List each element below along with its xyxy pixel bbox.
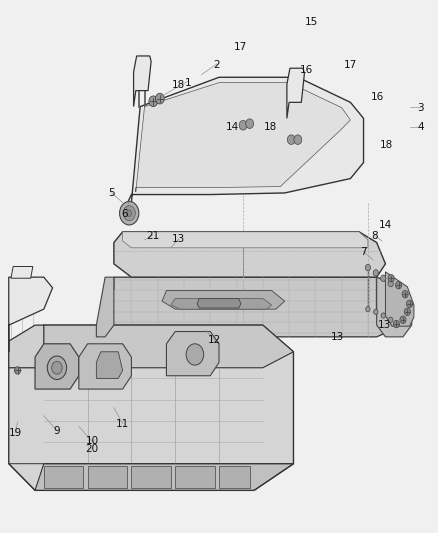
Circle shape <box>381 275 386 281</box>
Polygon shape <box>88 466 127 488</box>
Circle shape <box>14 367 21 374</box>
Text: 16: 16 <box>371 92 384 102</box>
Polygon shape <box>105 277 412 337</box>
Circle shape <box>381 313 385 318</box>
Polygon shape <box>9 277 53 352</box>
Text: 14: 14 <box>379 220 392 230</box>
Polygon shape <box>166 332 219 376</box>
Polygon shape <box>11 266 33 278</box>
Polygon shape <box>79 344 131 389</box>
Polygon shape <box>35 344 79 389</box>
Text: 1: 1 <box>185 78 192 87</box>
Text: 18: 18 <box>380 140 393 150</box>
Polygon shape <box>123 232 368 248</box>
Polygon shape <box>162 290 285 309</box>
Polygon shape <box>96 352 123 378</box>
Circle shape <box>393 320 399 328</box>
Circle shape <box>127 210 132 216</box>
Circle shape <box>389 317 393 322</box>
Polygon shape <box>175 466 215 488</box>
Circle shape <box>396 281 402 289</box>
Polygon shape <box>287 68 304 118</box>
Text: 4: 4 <box>417 122 424 132</box>
Polygon shape <box>197 298 241 308</box>
Polygon shape <box>96 277 114 337</box>
Circle shape <box>404 308 410 316</box>
Polygon shape <box>377 277 412 337</box>
Polygon shape <box>171 298 272 309</box>
Text: 15: 15 <box>304 18 318 27</box>
Text: 2: 2 <box>213 60 220 70</box>
Text: 10: 10 <box>85 437 99 446</box>
Polygon shape <box>35 464 293 490</box>
Polygon shape <box>136 83 350 192</box>
Circle shape <box>388 274 394 282</box>
Circle shape <box>406 300 413 308</box>
Circle shape <box>52 361 62 374</box>
Circle shape <box>374 309 378 314</box>
Text: 16: 16 <box>300 66 313 75</box>
Text: 3: 3 <box>417 103 424 112</box>
Text: 20: 20 <box>85 444 99 454</box>
Text: 7: 7 <box>360 247 367 256</box>
Text: 21: 21 <box>146 231 159 240</box>
Polygon shape <box>219 466 250 488</box>
Text: 13: 13 <box>378 320 391 330</box>
Text: 14: 14 <box>226 122 239 132</box>
Text: 6: 6 <box>121 209 128 219</box>
Circle shape <box>366 306 370 312</box>
Text: 11: 11 <box>116 419 129 429</box>
Polygon shape <box>9 325 293 368</box>
Polygon shape <box>134 56 151 107</box>
Text: 13: 13 <box>172 234 185 244</box>
Text: 19: 19 <box>9 428 22 438</box>
Text: 5: 5 <box>108 188 115 198</box>
Text: 9: 9 <box>53 426 60 435</box>
Circle shape <box>123 206 135 221</box>
Circle shape <box>149 96 158 107</box>
Text: 12: 12 <box>208 335 221 345</box>
Circle shape <box>294 135 302 144</box>
Circle shape <box>400 316 406 324</box>
Polygon shape <box>44 466 83 488</box>
Polygon shape <box>114 232 385 277</box>
Circle shape <box>239 120 247 130</box>
Circle shape <box>155 93 164 104</box>
Text: 17: 17 <box>344 60 357 70</box>
Text: 18: 18 <box>264 122 277 132</box>
Polygon shape <box>385 272 414 326</box>
Circle shape <box>120 201 139 225</box>
Polygon shape <box>131 466 171 488</box>
Circle shape <box>365 264 371 271</box>
Polygon shape <box>9 325 44 368</box>
Circle shape <box>287 135 295 144</box>
Polygon shape <box>123 77 364 213</box>
Text: 8: 8 <box>371 231 378 240</box>
Circle shape <box>186 344 204 365</box>
Circle shape <box>246 119 254 128</box>
Text: 13: 13 <box>331 332 344 342</box>
Text: 18: 18 <box>172 80 185 90</box>
Circle shape <box>47 356 67 379</box>
Circle shape <box>402 290 408 298</box>
Text: 17: 17 <box>233 42 247 52</box>
Circle shape <box>373 270 378 276</box>
Polygon shape <box>9 325 293 490</box>
Circle shape <box>388 280 393 287</box>
